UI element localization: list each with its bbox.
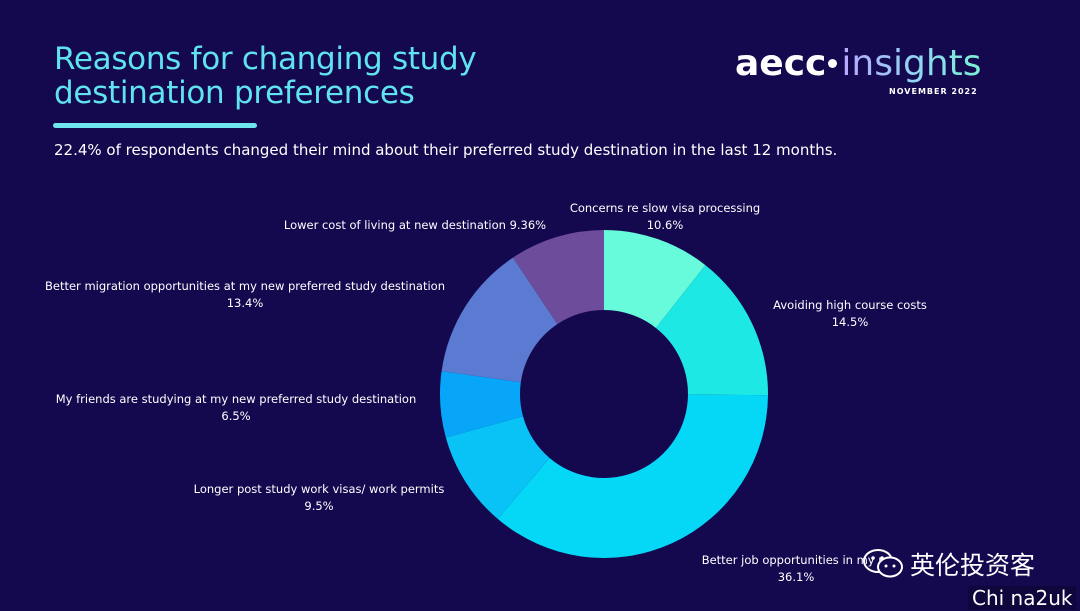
slice-label-2: Avoiding high course costs xyxy=(773,298,927,312)
title-line-1: Reasons for changing study xyxy=(54,41,477,77)
donut-slices xyxy=(439,230,769,558)
donut-slice-5 xyxy=(439,371,524,438)
watermark-text: 英伦投资客 xyxy=(910,551,1036,580)
slice-value-3: 36.1% xyxy=(778,570,815,584)
slice-label-1: Concerns re slow visa processing xyxy=(570,201,760,215)
donut-slice-6 xyxy=(441,257,558,383)
slice-label-7: Lower cost of living at new destination … xyxy=(284,218,546,232)
title-line-2: destination preferences xyxy=(54,75,415,111)
logo-product: insights xyxy=(841,43,982,84)
logo-date: NOVEMBER 2022 xyxy=(889,87,978,96)
subtitle: 22.4% of respondents changed their mind … xyxy=(54,141,838,159)
slice-labels: Concerns re slow visa processing 10.6% Avo… xyxy=(45,201,927,584)
logo-wordmark: aecc insights xyxy=(735,42,982,86)
donut-slice-1 xyxy=(604,230,706,328)
slice-label-6: Better migration opportunities at my new… xyxy=(45,279,445,293)
donut-slice-4 xyxy=(445,416,550,519)
logo-brand: aecc xyxy=(735,43,827,84)
logo-dot-icon xyxy=(828,58,838,68)
slice-value-6: 13.4% xyxy=(227,296,264,310)
donut-slice-3 xyxy=(497,394,768,558)
slice-label-3: Better job opportunities in my pr xyxy=(702,553,891,567)
page-title: Reasons for changing study destination p… xyxy=(54,41,477,111)
slice-value-2: 14.5% xyxy=(832,315,869,329)
donut-slice-2 xyxy=(655,265,769,396)
slice-value-4: 9.5% xyxy=(304,499,333,513)
watermark-site: Chi na2uk xyxy=(968,586,1077,610)
slice-label-5: My friends are studying at my new prefer… xyxy=(56,392,417,406)
title-underline xyxy=(53,123,257,128)
wechat-icon xyxy=(863,549,903,578)
aecc-insights-logo: aecc insights NOVEMBER 2022 xyxy=(735,40,982,110)
slice-label-4: Longer post study work visas/ work permi… xyxy=(194,482,445,496)
wechat-watermark: 英伦投资客 xyxy=(862,544,1080,584)
slice-value-1: 10.6% xyxy=(647,218,684,232)
donut-slice-7 xyxy=(512,230,604,325)
slice-value-5: 6.5% xyxy=(221,409,250,423)
